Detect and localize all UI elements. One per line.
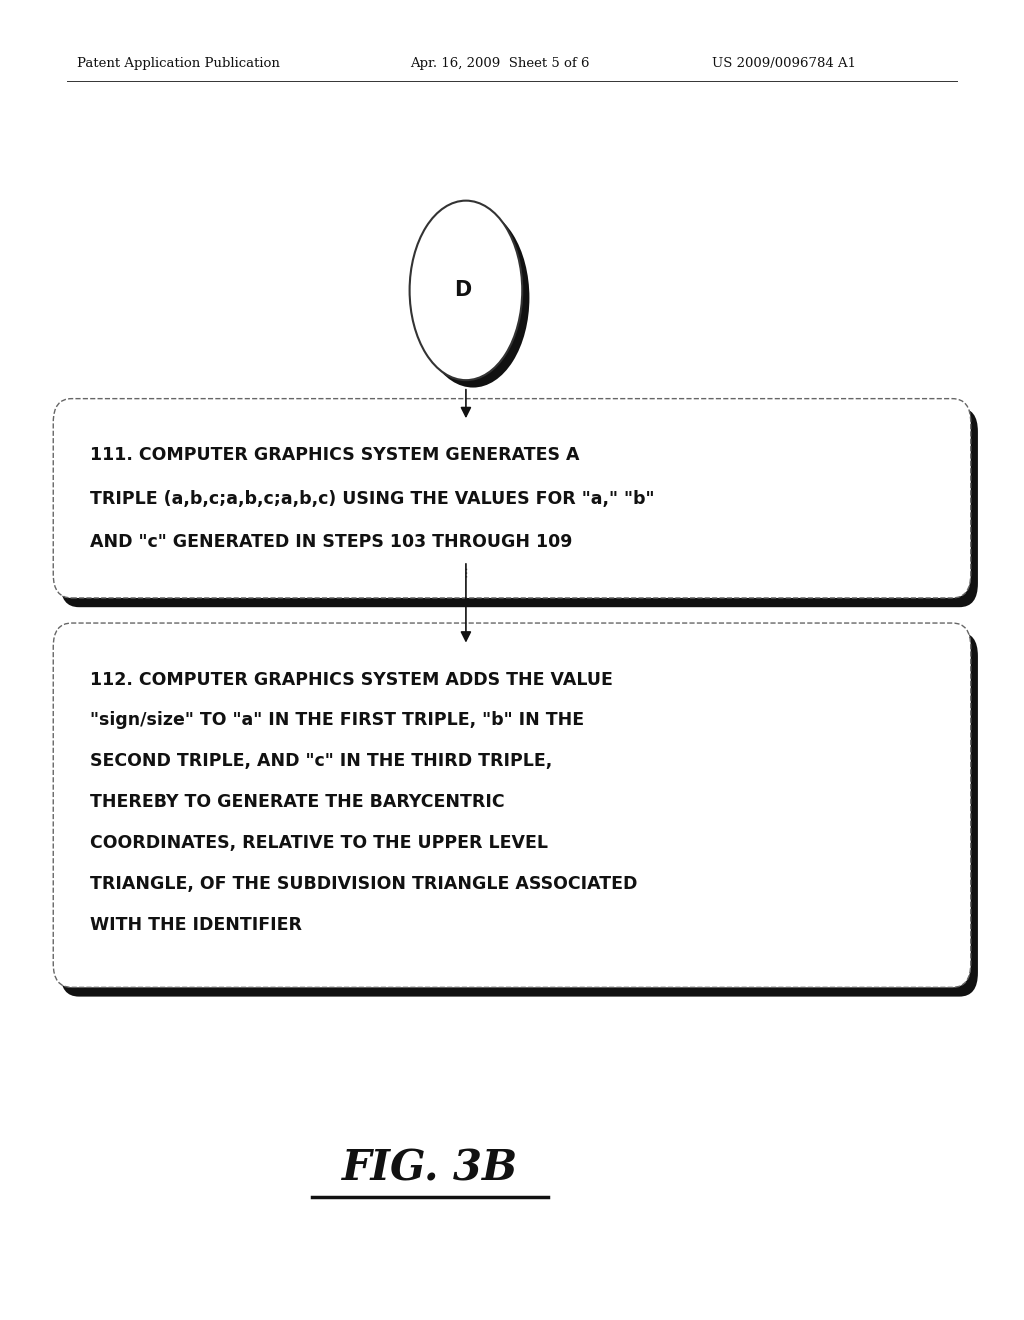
Text: 111. COMPUTER GRAPHICS SYSTEM GENERATES A: 111. COMPUTER GRAPHICS SYSTEM GENERATES … — [90, 446, 580, 465]
FancyBboxPatch shape — [60, 408, 978, 607]
Text: THEREBY TO GENERATE THE BARYCENTRIC: THEREBY TO GENERATE THE BARYCENTRIC — [90, 793, 505, 812]
Text: WITH THE IDENTIFIER: WITH THE IDENTIFIER — [90, 916, 302, 935]
Text: COORDINATES, RELATIVE TO THE UPPER LEVEL: COORDINATES, RELATIVE TO THE UPPER LEVEL — [90, 834, 548, 853]
FancyBboxPatch shape — [60, 632, 978, 997]
FancyBboxPatch shape — [53, 623, 971, 987]
Text: TRIPLE (a,b,c;a,b,c;a,b,c) USING THE VALUES FOR "a," "b": TRIPLE (a,b,c;a,b,c;a,b,c) USING THE VAL… — [90, 490, 654, 508]
Text: US 2009/0096784 A1: US 2009/0096784 A1 — [712, 57, 856, 70]
Ellipse shape — [410, 201, 522, 380]
Text: "sign/size" TO "a" IN THE FIRST TRIPLE, "b" IN THE: "sign/size" TO "a" IN THE FIRST TRIPLE, … — [90, 711, 585, 730]
Text: FIG. 3B: FIG. 3B — [342, 1147, 518, 1189]
Text: D: D — [455, 280, 471, 301]
FancyBboxPatch shape — [53, 399, 971, 598]
Ellipse shape — [417, 209, 529, 388]
Text: AND "c" GENERATED IN STEPS 103 THROUGH 109: AND "c" GENERATED IN STEPS 103 THROUGH 1… — [90, 533, 572, 552]
Text: Patent Application Publication: Patent Application Publication — [77, 57, 280, 70]
Text: Apr. 16, 2009  Sheet 5 of 6: Apr. 16, 2009 Sheet 5 of 6 — [410, 57, 589, 70]
Text: SECOND TRIPLE, AND "c" IN THE THIRD TRIPLE,: SECOND TRIPLE, AND "c" IN THE THIRD TRIP… — [90, 752, 552, 771]
Text: TRIANGLE, OF THE SUBDIVISION TRIANGLE ASSOCIATED: TRIANGLE, OF THE SUBDIVISION TRIANGLE AS… — [90, 875, 638, 894]
Text: 112. COMPUTER GRAPHICS SYSTEM ADDS THE VALUE: 112. COMPUTER GRAPHICS SYSTEM ADDS THE V… — [90, 671, 613, 689]
